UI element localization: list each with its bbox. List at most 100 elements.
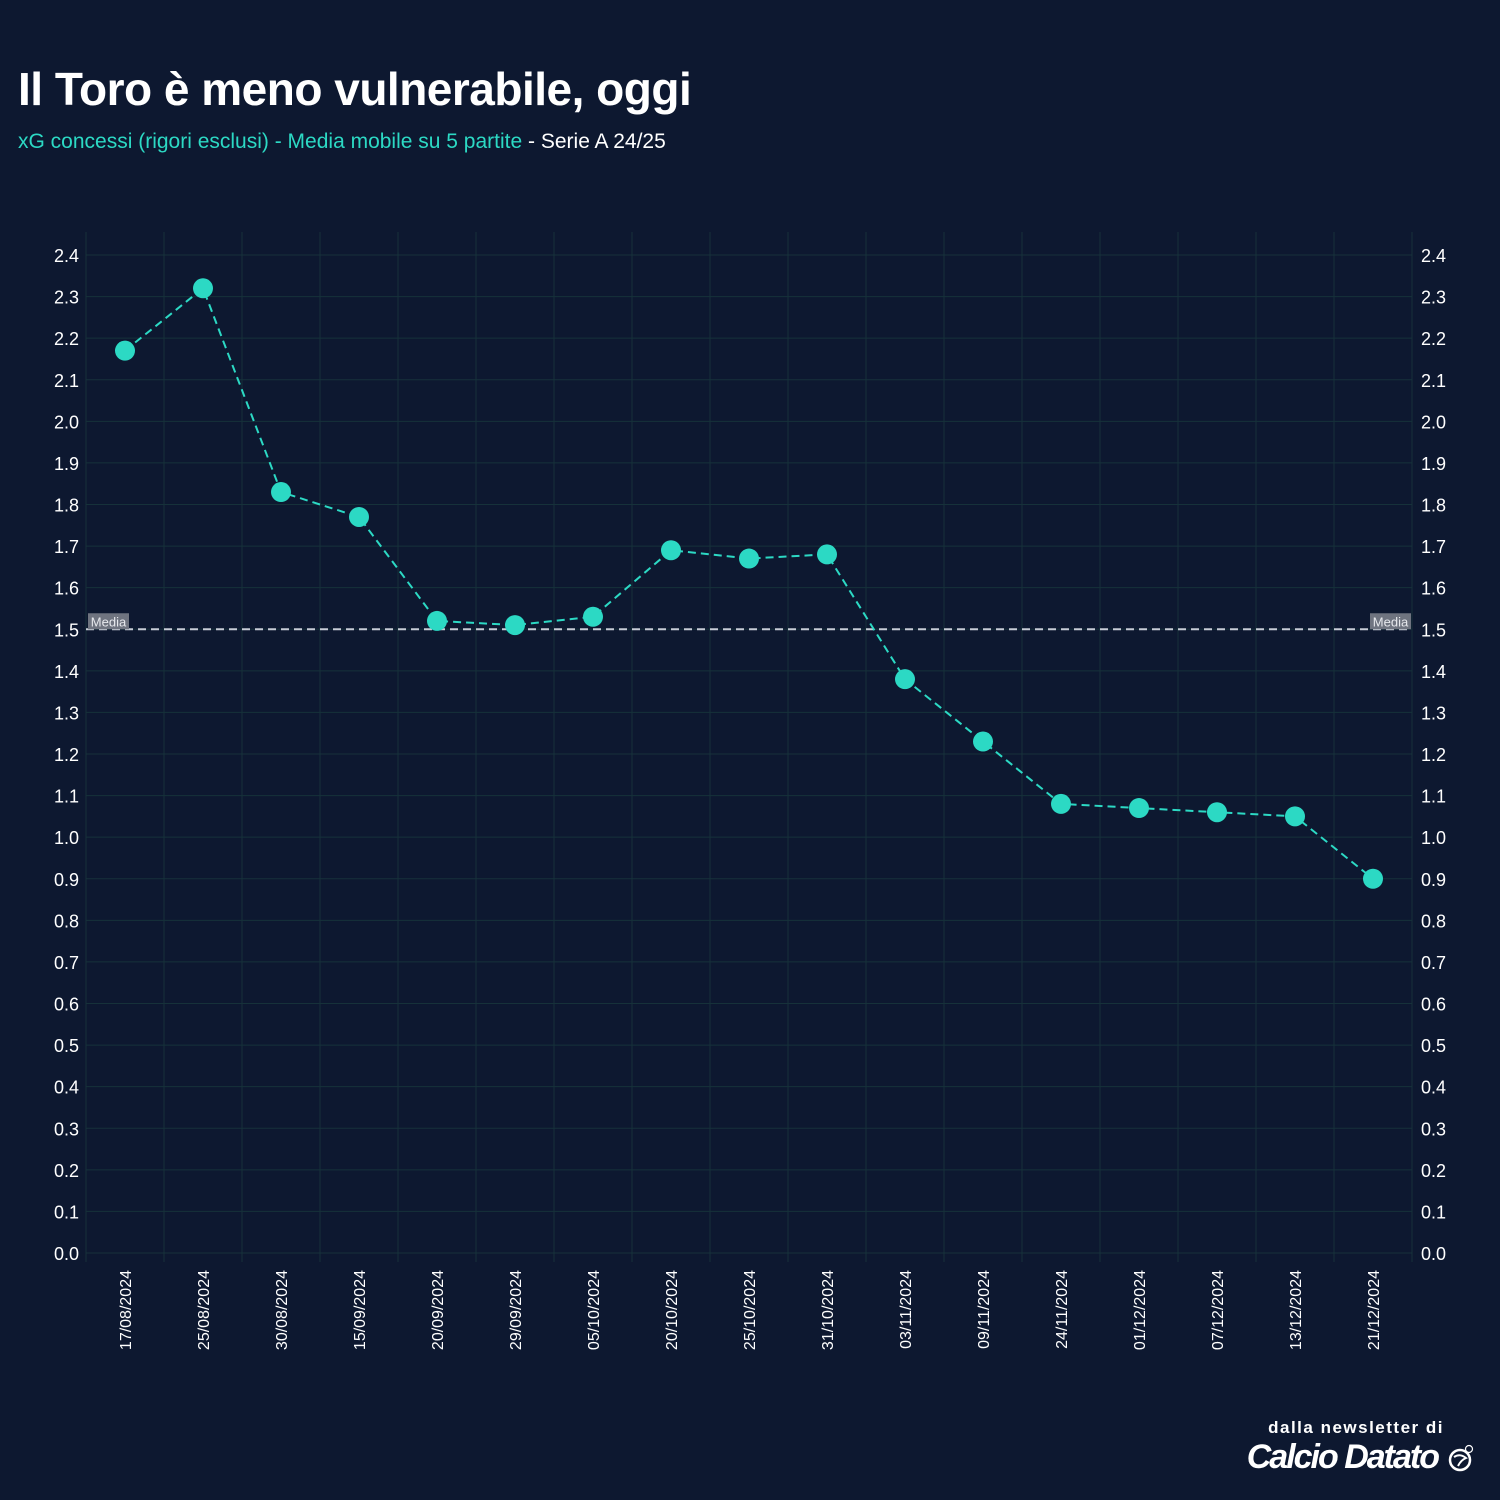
y-tick-label-left: 0.8 — [54, 911, 79, 931]
data-point — [271, 482, 291, 503]
x-tick-label: 09/11/2024 — [976, 1270, 993, 1349]
y-tick-label-right: 0.7 — [1421, 953, 1446, 973]
branding-name: Calcio Datato — [1246, 1438, 1440, 1476]
y-tick-label-right: 0.4 — [1421, 1078, 1446, 1098]
y-tick-label-left: 1.7 — [54, 537, 79, 557]
x-tick-label: 15/09/2024 — [352, 1270, 369, 1350]
data-point — [895, 669, 915, 690]
data-point — [817, 544, 837, 565]
subtitle-season: - Serie A 24/25 — [522, 130, 666, 153]
y-tick-label-right: 2.3 — [1421, 288, 1446, 308]
y-tick-label-left: 1.4 — [54, 662, 79, 682]
subtitle-metric: xG concessi (rigori esclusi) - Media mob… — [18, 130, 523, 153]
branding-pre: dalla newsletter di — [1268, 1418, 1444, 1437]
data-point — [1285, 806, 1305, 827]
x-tick-label: 31/10/2024 — [820, 1270, 837, 1350]
y-tick-label-right: 0.8 — [1421, 911, 1446, 931]
grid-lines — [85, 232, 1413, 1262]
x-tick-label: 24/11/2024 — [1054, 1270, 1071, 1349]
data-point — [739, 548, 759, 569]
y-tick-label-left: 2.2 — [54, 329, 79, 349]
y-tick-label-left: 2.3 — [54, 288, 79, 308]
reference-label-left: Media — [91, 614, 127, 629]
y-tick-label-left: 1.9 — [54, 454, 79, 474]
x-tick-label: 17/08/2024 — [118, 1270, 135, 1350]
y-tick-label-left: 0.2 — [54, 1161, 79, 1181]
x-tick-label: 01/12/2024 — [1132, 1270, 1149, 1350]
x-tick-label: 20/10/2024 — [664, 1270, 681, 1350]
x-tick-label: 07/12/2024 — [1210, 1270, 1227, 1350]
data-point — [1129, 798, 1149, 819]
x-tick-label: 21/12/2024 — [1366, 1270, 1383, 1350]
data-point — [427, 610, 447, 631]
y-tick-label-right: 0.3 — [1421, 1119, 1446, 1139]
y-tick-label-right: 2.2 — [1421, 329, 1446, 349]
y-tick-label-right: 1.2 — [1421, 745, 1446, 765]
y-tick-label-left: 2.4 — [54, 246, 79, 266]
y-tick-label-left: 1.2 — [54, 745, 79, 765]
data-point — [115, 340, 135, 361]
y-tick-label-left: 1.0 — [54, 828, 79, 848]
axis-labels: 0.0 0.0 0.1 0.1 0.2 0.2 0.3 0.3 0.4 0.4 0.5 0.5 0.6 0… — [54, 246, 1446, 1350]
reference-label-bg — [88, 613, 129, 630]
data-point — [1051, 793, 1071, 814]
y-tick-label-right: 1.7 — [1421, 537, 1446, 557]
y-tick-label-left: 0.9 — [54, 870, 79, 890]
x-tick-label: 20/09/2024 — [430, 1270, 447, 1350]
y-tick-label-left: 2.1 — [54, 371, 79, 391]
y-tick-label-right: 1.3 — [1421, 703, 1446, 723]
reference-label-right: Media — [1373, 614, 1409, 629]
series-line — [124, 286, 1374, 880]
chart-title: Il Toro è meno vulnerabile, oggi — [18, 63, 692, 115]
y-tick-label-right: 2.1 — [1421, 371, 1446, 391]
y-tick-label-right: 1.8 — [1421, 496, 1446, 516]
y-tick-label-right: 2.0 — [1421, 412, 1446, 432]
data-point — [1363, 868, 1383, 889]
data-point — [505, 615, 525, 636]
y-tick-label-left: 1.8 — [54, 496, 79, 516]
y-tick-label-left: 1.1 — [54, 787, 79, 807]
y-tick-label-left: 0.4 — [54, 1078, 79, 1098]
y-tick-label-right: 0.2 — [1421, 1161, 1446, 1181]
y-tick-label-left: 1.3 — [54, 703, 79, 723]
x-tick-label: 30/08/2024 — [274, 1270, 291, 1350]
reference-line-group: Media Media — [86, 613, 1412, 631]
x-tick-label: 29/09/2024 — [508, 1270, 525, 1350]
branding: dalla newsletter di Calcio Datato — [1212, 1418, 1474, 1477]
y-tick-label-left: 1.5 — [54, 620, 79, 640]
y-tick-label-left: 1.6 — [54, 579, 79, 599]
y-tick-label-right: 1.0 — [1421, 828, 1446, 848]
y-tick-label-right: 0.5 — [1421, 1036, 1446, 1056]
x-tick-label: 05/10/2024 — [586, 1270, 603, 1350]
data-point — [661, 540, 681, 561]
data-point — [973, 731, 993, 752]
y-tick-label-right: 1.4 — [1421, 662, 1446, 682]
y-tick-label-right: 0.1 — [1421, 1202, 1446, 1222]
data-point — [1207, 802, 1227, 823]
y-tick-label-right: 1.9 — [1421, 454, 1446, 474]
y-tick-label-left: 0.6 — [54, 995, 79, 1015]
data-point — [583, 606, 603, 627]
series-group — [115, 278, 1383, 889]
y-tick-label-right: 1.5 — [1421, 620, 1446, 640]
reference-label-bg — [1370, 613, 1411, 630]
y-tick-label-right: 2.4 — [1421, 246, 1446, 266]
data-point — [193, 278, 213, 299]
y-tick-label-left: 2.0 — [54, 412, 79, 432]
y-tick-label-right: 1.1 — [1421, 787, 1446, 807]
y-tick-label-right: 1.6 — [1421, 579, 1446, 599]
x-tick-label: 13/12/2024 — [1288, 1270, 1305, 1350]
y-tick-label-left: 0.1 — [54, 1202, 79, 1222]
y-tick-label-left: 0.0 — [54, 1244, 79, 1264]
y-tick-label-left: 0.7 — [54, 953, 79, 973]
ball-icon — [1448, 1444, 1474, 1472]
y-tick-label-left: 0.3 — [54, 1119, 79, 1139]
data-point — [349, 506, 369, 527]
y-tick-label-right: 0.0 — [1421, 1244, 1446, 1264]
y-tick-label-right: 0.6 — [1421, 995, 1446, 1015]
x-tick-label: 25/08/2024 — [196, 1270, 213, 1350]
y-tick-label-right: 0.9 — [1421, 870, 1446, 890]
x-tick-label: 25/10/2024 — [742, 1270, 759, 1350]
x-tick-label: 03/11/2024 — [898, 1270, 915, 1349]
